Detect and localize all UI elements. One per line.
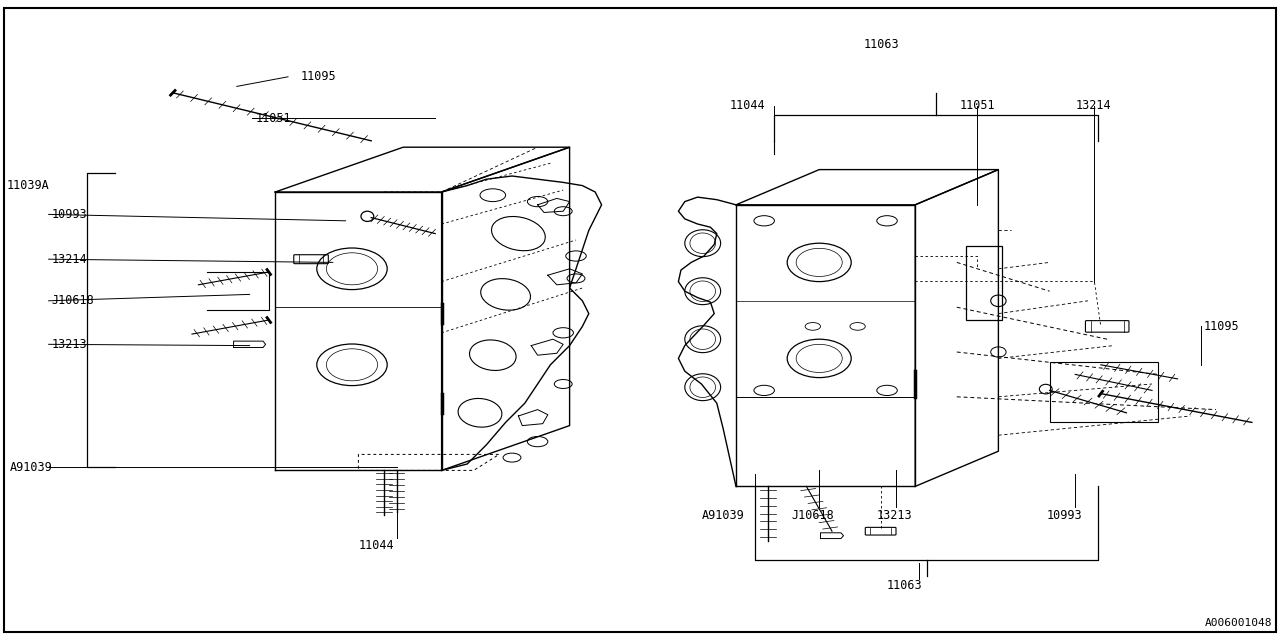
- Text: 11039A: 11039A: [6, 179, 49, 192]
- Text: 13213: 13213: [877, 509, 913, 522]
- Bar: [1050, 362, 1158, 422]
- Text: 11063: 11063: [864, 38, 900, 51]
- Text: 11044: 11044: [730, 99, 765, 112]
- Text: 11095: 11095: [301, 70, 337, 83]
- Text: 11051: 11051: [960, 99, 996, 112]
- Text: 11063: 11063: [887, 579, 923, 592]
- Text: 11095: 11095: [1203, 320, 1239, 333]
- Text: J10618: J10618: [791, 509, 833, 522]
- Text: 11044: 11044: [358, 539, 394, 552]
- Text: 10993: 10993: [1047, 509, 1083, 522]
- Text: 13214: 13214: [1075, 99, 1111, 112]
- Text: 11051: 11051: [256, 112, 292, 125]
- Text: 13213: 13213: [51, 338, 87, 351]
- Text: 13214: 13214: [51, 253, 87, 266]
- Text: A006001048: A006001048: [1204, 618, 1272, 628]
- Text: A91039: A91039: [10, 461, 52, 474]
- Text: J10618: J10618: [51, 294, 93, 307]
- Text: 10993: 10993: [51, 208, 87, 221]
- Text: A91039: A91039: [701, 509, 744, 522]
- Bar: [966, 246, 1002, 320]
